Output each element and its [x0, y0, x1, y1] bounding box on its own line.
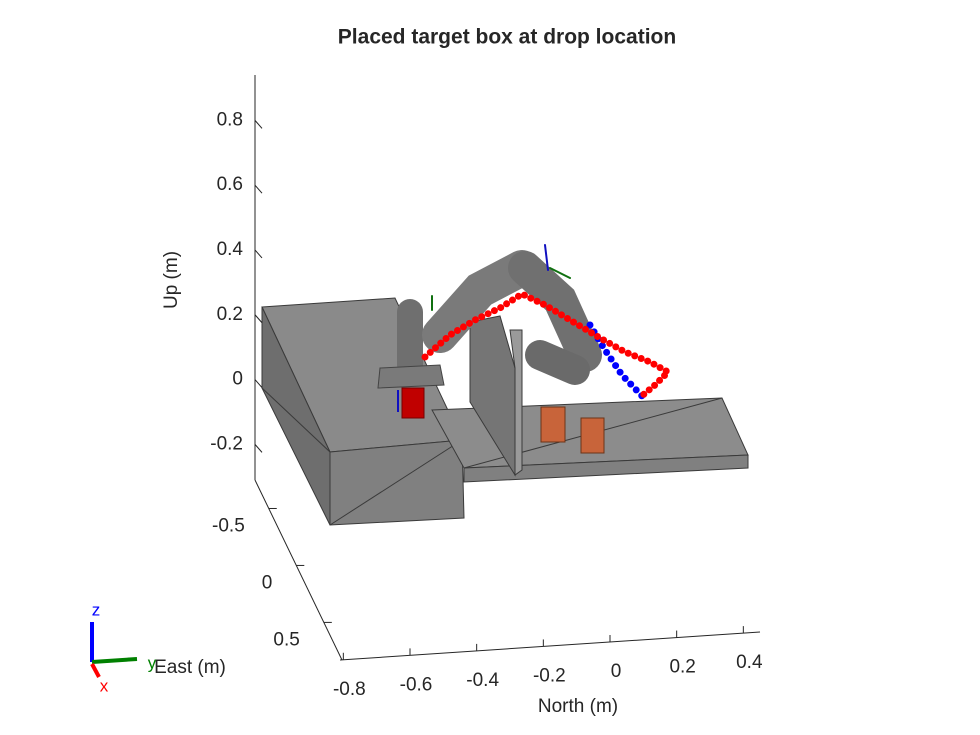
table-front [463, 454, 749, 483]
z-tick-label: 0.4 [217, 239, 244, 260]
triad-x [90, 663, 101, 678]
triad-label: y [148, 653, 157, 672]
chart-title: Placed target box at drop location [338, 26, 676, 49]
z-tick-label: 0 [232, 369, 243, 390]
box [540, 406, 566, 443]
z-tick [254, 444, 263, 453]
z-tick [254, 249, 263, 259]
z-tick [254, 314, 263, 324]
x-tick-label: 0.2 [669, 657, 695, 678]
block-edge [261, 387, 331, 453]
triad-label: x [100, 676, 109, 695]
target-box [401, 387, 425, 419]
z-tick [254, 379, 263, 388]
x-axis-label: North (m) [538, 696, 618, 717]
x-tick-label: 0 [611, 661, 622, 682]
box [580, 417, 605, 454]
gripper [377, 364, 445, 389]
z-tick-label: 0.6 [217, 174, 243, 195]
z-axis-label: Up (m) [161, 251, 182, 309]
x-tick-label: -0.6 [400, 674, 433, 695]
y-tick-label: -0.5 [212, 515, 245, 536]
z-tick-label: 0.8 [217, 109, 243, 130]
wall-edge [509, 329, 523, 476]
robot [397, 244, 602, 385]
z-tick [254, 120, 263, 129]
triad-label: z [92, 600, 101, 619]
x-tick-label: -0.2 [533, 665, 566, 686]
y-axis-label: East (m) [154, 657, 226, 678]
block-edge [329, 439, 463, 526]
x-tick-label: 0.4 [736, 652, 763, 673]
y-tick-label: 0 [262, 572, 273, 593]
trajectory [421, 290, 674, 399]
z-tick [254, 184, 263, 194]
z-tick-label: -0.2 [210, 433, 243, 454]
y-tick-label: 0.5 [273, 629, 299, 650]
x-tick-label: -0.4 [466, 670, 499, 691]
triad-y [91, 657, 138, 664]
y-axis-line [254, 479, 343, 661]
x-tick-label: -0.8 [333, 679, 366, 700]
z-tick-label: 0.2 [217, 304, 243, 325]
